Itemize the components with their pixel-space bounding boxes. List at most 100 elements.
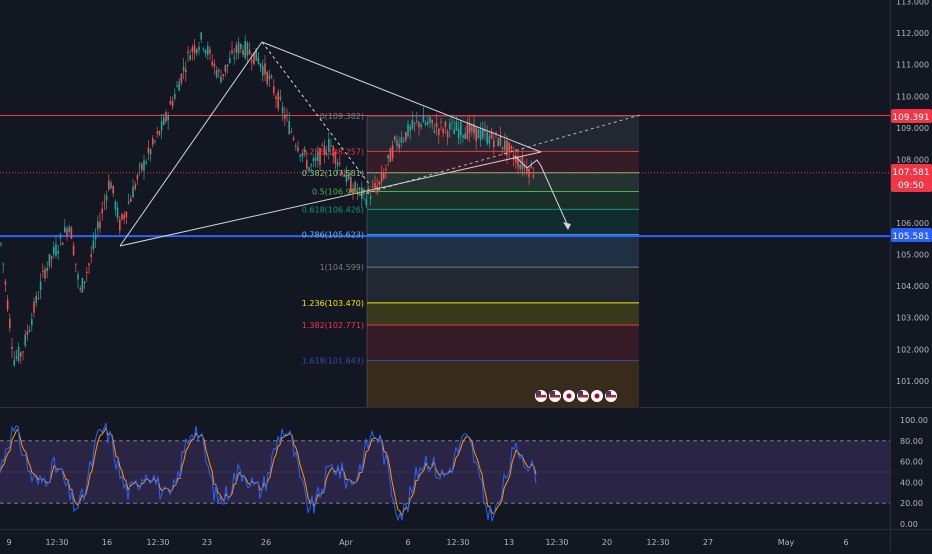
candle-body xyxy=(372,186,374,188)
candle-body xyxy=(156,131,158,134)
candle-body xyxy=(134,184,136,189)
drawing-tools[interactable] xyxy=(119,41,641,247)
candle-body xyxy=(176,85,178,87)
time-axis-label: 16 xyxy=(102,538,112,547)
fib-zone xyxy=(367,302,639,325)
candle-body xyxy=(48,253,51,266)
candle-body xyxy=(200,32,202,40)
candle-body xyxy=(350,177,352,193)
candle-body xyxy=(449,123,451,130)
flag-us-icon[interactable] xyxy=(605,390,617,402)
candle-body xyxy=(160,121,163,131)
candle-body xyxy=(185,69,187,73)
oscillator-axis[interactable]: 100.00 80.00 60.00 40.00 20.00 0.00 xyxy=(900,416,928,529)
projection-path[interactable] xyxy=(514,155,569,227)
candle-body xyxy=(323,145,326,155)
candle-body xyxy=(345,169,348,183)
flag-us-icon[interactable] xyxy=(549,390,561,402)
candle-body xyxy=(149,149,152,155)
fib-zone xyxy=(367,324,639,361)
oscillator-axis-label: 100.00 xyxy=(900,416,928,425)
candle-body xyxy=(213,63,216,67)
candle-body xyxy=(411,119,414,129)
candle-body xyxy=(224,64,227,72)
wedge-trendline-upper[interactable] xyxy=(261,41,542,153)
candle-body xyxy=(314,157,317,161)
candle-body xyxy=(169,101,172,105)
candle-body xyxy=(154,140,156,142)
candle-body xyxy=(270,76,273,78)
time-axis[interactable]: 9 12:30 16 12:30 23 26 Apr 6 12:30 13 12:30 20 12:30… xyxy=(6,538,848,547)
candle-body xyxy=(299,154,301,157)
candle-body xyxy=(158,131,161,135)
candle-body xyxy=(284,114,286,120)
candle-body xyxy=(209,49,211,54)
candle-body xyxy=(400,137,403,143)
oscillator-band-fill xyxy=(0,440,890,504)
candle-body xyxy=(123,214,125,220)
candle-body xyxy=(116,207,119,218)
flag-jp-icon[interactable] xyxy=(563,390,575,402)
candle-body xyxy=(233,56,235,59)
oscillator-axis-label: 0.00 xyxy=(900,520,918,529)
candle-body xyxy=(79,288,81,290)
candle-body xyxy=(99,221,101,229)
candle-body xyxy=(515,155,517,163)
price-tag-current-text: 107.581 xyxy=(892,168,929,178)
candle-body xyxy=(88,263,90,266)
time-axis-label: 12:30 xyxy=(146,538,169,547)
candle-body xyxy=(420,124,422,127)
candle-body xyxy=(510,146,513,149)
candle-body xyxy=(499,135,502,146)
candle-body xyxy=(9,318,11,328)
flag-us-icon[interactable] xyxy=(577,390,589,402)
candle-body xyxy=(15,356,18,359)
candle-body xyxy=(490,131,493,139)
candle-body xyxy=(165,112,167,122)
candle-body xyxy=(136,175,139,180)
candle-body xyxy=(255,48,257,61)
candle-body xyxy=(389,148,392,162)
candle-body xyxy=(378,181,381,185)
flag-us-icon[interactable] xyxy=(535,390,547,402)
fib-level-label: 1.382(102.771) xyxy=(302,321,364,330)
time-axis-label: 6 xyxy=(843,538,848,547)
candle-body xyxy=(354,181,356,191)
candle-body xyxy=(237,42,240,54)
candle-body xyxy=(352,188,354,195)
candle-body xyxy=(103,202,106,204)
dashed-extension-line[interactable] xyxy=(359,114,641,196)
projection-arrow-icon xyxy=(563,222,571,230)
candle-body xyxy=(497,138,499,146)
price-axis-label: 111.000 xyxy=(896,61,929,70)
candle-body xyxy=(35,295,37,303)
candle-body xyxy=(405,132,407,141)
time-axis-label: 13 xyxy=(504,538,514,547)
horizontal-lines[interactable] xyxy=(0,115,890,238)
candle-body xyxy=(92,240,95,250)
candle-body xyxy=(339,162,341,164)
candle-body xyxy=(468,122,471,134)
candle-body xyxy=(328,139,330,152)
candle-body xyxy=(526,167,528,174)
wedge-trendline-lower[interactable] xyxy=(119,151,542,247)
candle-body xyxy=(508,142,510,152)
stochastic-oscillator-pane[interactable] xyxy=(0,422,890,522)
candle-body xyxy=(396,139,398,146)
candle-body xyxy=(119,219,121,231)
candle-body xyxy=(519,164,521,170)
candle-body xyxy=(504,140,506,150)
price-axis[interactable]: 113.000 112.000 111.000 110.000 109.000 108.0… xyxy=(896,0,929,386)
candle-body xyxy=(422,115,425,123)
candle-body xyxy=(477,129,480,139)
candle-body xyxy=(512,155,515,160)
candle-body xyxy=(64,226,66,233)
wedge-trendline-lower-left[interactable] xyxy=(119,41,263,247)
fibonacci-retracement[interactable] xyxy=(366,115,639,407)
candle-body xyxy=(226,64,229,67)
economic-events[interactable] xyxy=(535,390,617,402)
oscillator-axis-label: 20.00 xyxy=(900,499,923,508)
flag-jp-icon[interactable] xyxy=(591,390,603,402)
price-axis-label: 110.000 xyxy=(896,92,929,101)
